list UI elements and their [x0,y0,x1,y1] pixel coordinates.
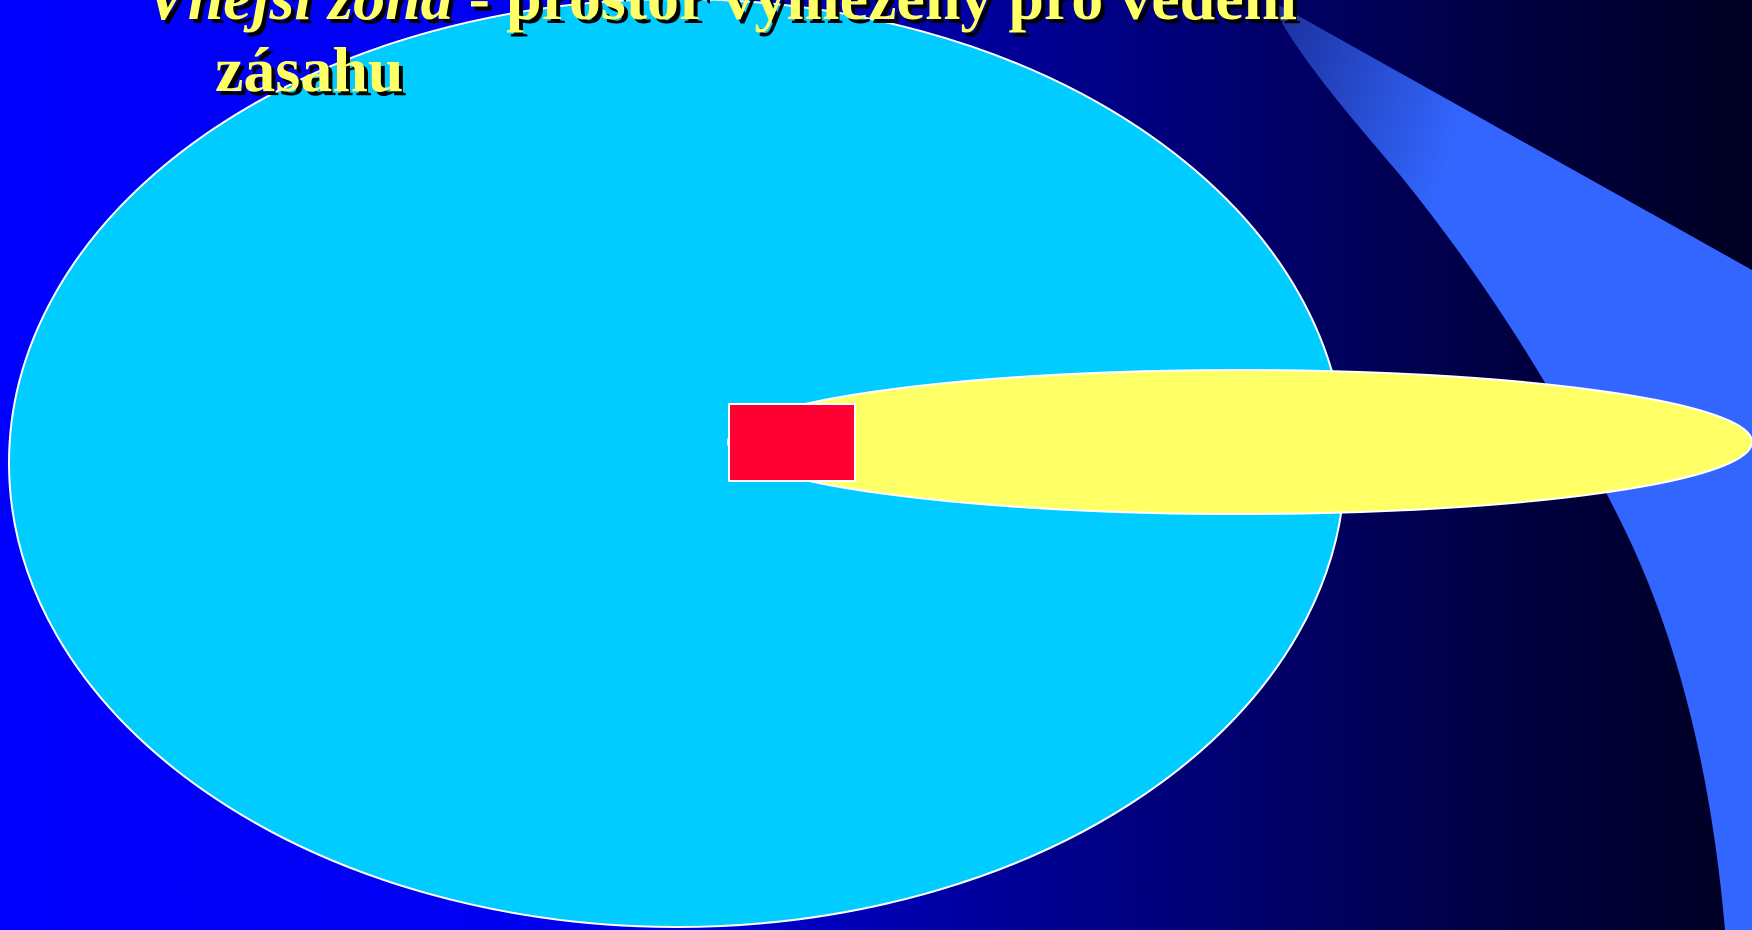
slide-title: Vnější zóna - prostor vymezený pro veden… [145,0,1297,106]
danger-plume-ellipse[interactable] [727,369,1752,515]
decorative-swoosh [1270,0,1752,930]
title-line2: zásahu [215,34,404,105]
incident-source-rect[interactable] [728,403,856,482]
title-rest: - prostor vymezený pro vedení [453,0,1297,33]
title-term: Vnější zóna [145,0,453,33]
